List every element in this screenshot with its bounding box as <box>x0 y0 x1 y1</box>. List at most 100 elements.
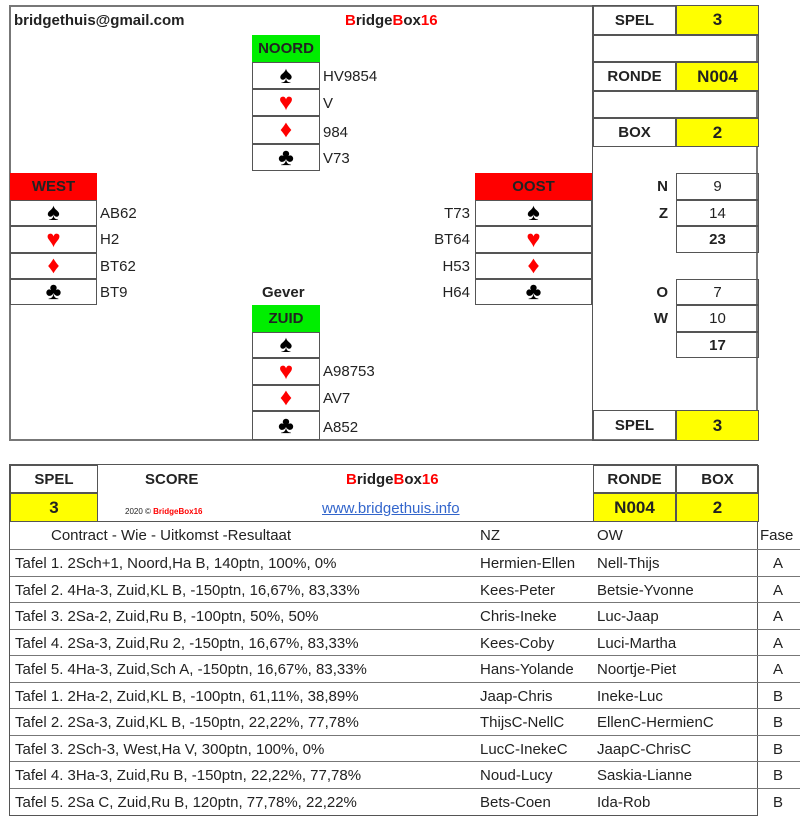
spel-value: 3 <box>676 5 759 35</box>
oost-clubs: H64 <box>442 284 470 301</box>
nz-cell: Kees-Peter <box>480 581 556 599</box>
nz-cell: LucC-InekeC <box>480 740 568 758</box>
copyright: 2020 © BridgeBox16 <box>125 507 203 516</box>
west-spades: AB62 <box>100 205 137 222</box>
diamond-icon: ♦ <box>252 385 320 411</box>
fase-column <box>757 522 800 816</box>
oost-hearts: BT64 <box>434 231 470 248</box>
col-fase: Fase <box>760 527 794 544</box>
table-row: Tafel 4. 3Ha-3, Zuid,Ru B, -150ptn, 22,2… <box>10 761 800 789</box>
fase-cell: A <box>773 608 784 625</box>
contract-cell: Tafel 1. 2Ha-2, Zuid,KL B, -100ptn, 61,1… <box>15 687 359 705</box>
contract-cell: Tafel 1. 2Sch+1, Noord,Ha B, 140ptn, 100… <box>15 555 337 572</box>
contract-cell: Tafel 4. 3Ha-3, Zuid,Ru B, -150ptn, 22,2… <box>15 767 362 784</box>
spade-icon: ♠ <box>10 200 97 226</box>
o-label: O <box>656 284 668 301</box>
score-label: SCORE <box>145 471 199 488</box>
club-icon: ♣ <box>10 279 97 305</box>
ow-cell: Noortje-Piet <box>597 661 677 678</box>
nz-cell: Noud-Lucy <box>480 767 553 784</box>
col-ow: OW <box>597 527 623 544</box>
west-header: WEST <box>10 173 97 200</box>
score-ronde-label: RONDE <box>593 465 676 493</box>
nz-cell: Hans-Yolande <box>480 661 574 678</box>
heart-icon: ♥ <box>475 226 592 253</box>
results-header-row: Contract - Wie - Uitkomst -Resultaat NZ … <box>10 522 800 549</box>
oost-spades: T73 <box>444 205 470 222</box>
nz-total: 23 <box>676 226 759 253</box>
nz-cell: ThijsC-NellC <box>480 714 565 731</box>
ow-cell: Luci-Martha <box>597 634 677 652</box>
contract-cell: Tafel 3. 2Sch-3, West,Ha V, 300ptn, 100%… <box>15 740 325 758</box>
score-header: SPEL 3 SCORE BridgeBox16 2020 © BridgeBo… <box>9 464 759 522</box>
table-row: Tafel 1. 2Sch+1, Noord,Ha B, 140ptn, 100… <box>10 549 800 577</box>
spel-label: SPEL <box>593 5 676 35</box>
n-value: 9 <box>676 173 759 200</box>
ronde-value: N004 <box>676 62 759 91</box>
contract-cell: Tafel 3. 2Sa-2, Zuid,Ru B, -100ptn, 50%,… <box>15 608 319 625</box>
brand-logo: BridgeBox16 <box>345 12 438 29</box>
spel2-label: SPEL <box>593 410 676 441</box>
zuid-header: ZUID <box>252 305 320 332</box>
ronde-label: RONDE <box>593 62 676 91</box>
z-value: 14 <box>676 200 759 226</box>
nz-cell: Jaap-Chris <box>480 687 553 705</box>
oost-header: OOST <box>475 173 592 200</box>
w-value: 10 <box>676 305 759 332</box>
table-row: Tafel 5. 4Ha-3, Zuid,Sch A, -150ptn, 16,… <box>10 655 800 683</box>
score-spel-value: 3 <box>10 493 98 522</box>
fase-cell: B <box>773 740 784 758</box>
col-nz: NZ <box>480 527 500 544</box>
spade-icon: ♠ <box>475 200 592 226</box>
contract-cell: Tafel 5. 4Ha-3, Zuid,Sch A, -150ptn, 16,… <box>15 661 367 678</box>
heart-icon: ♥ <box>252 89 320 116</box>
noord-diamonds: 984 <box>323 124 349 141</box>
website-link[interactable]: www.bridgethuis.info <box>322 500 460 517</box>
score-box-value: 2 <box>676 493 759 522</box>
fase-cell: B <box>773 767 784 784</box>
z-label: Z <box>658 205 668 222</box>
table-row: Tafel 2. 4Ha-3, Zuid,KL B, -150ptn, 16,6… <box>10 575 800 604</box>
nz-cell: Bets-Coen <box>480 793 551 811</box>
fase-cell: B <box>773 793 784 811</box>
zuid-clubs: A852 <box>323 419 359 436</box>
ow-cell: Ida-Rob <box>597 793 651 811</box>
table-row: Tafel 3. 2Sa-2, Zuid,Ru B, -100ptn, 50%,… <box>10 602 800 630</box>
diamond-icon: ♦ <box>475 253 592 279</box>
box-label: BOX <box>593 118 676 147</box>
ow-cell: JaapC-ChrisC <box>597 740 692 758</box>
fase-cell: B <box>773 687 784 705</box>
club-icon: ♣ <box>475 279 592 305</box>
ow-cell: Betsie-Yvonne <box>597 581 694 599</box>
noord-header: NOORD <box>252 35 320 62</box>
table-row: Tafel 3. 2Sch-3, West,Ha V, 300ptn, 100%… <box>10 734 800 763</box>
table-row: Tafel 1. 2Ha-2, Zuid,KL B, -100ptn, 61,1… <box>10 681 800 710</box>
zuid-diamonds: AV7 <box>323 390 351 407</box>
heart-icon: ♥ <box>10 226 97 253</box>
oost-diamonds: H53 <box>442 258 470 275</box>
nz-cell: Kees-Coby <box>480 634 555 652</box>
spade-icon: ♠ <box>252 62 320 89</box>
ow-cell: Saskia-Lianne <box>597 767 693 784</box>
diamond-icon: ♦ <box>10 253 97 279</box>
fase-cell: A <box>773 661 784 678</box>
fase-cell: A <box>773 555 784 572</box>
fase-cell: A <box>773 581 784 599</box>
table-row: Tafel 5. 2Sa C, Zuid,Ru B, 120ptn, 77,78… <box>10 787 800 816</box>
nz-cell: Chris-Ineke <box>480 608 557 625</box>
ow-cell: Luc-Jaap <box>597 608 659 625</box>
score-spel-label: SPEL <box>10 465 98 493</box>
zuid-hearts: A98753 <box>323 363 375 380</box>
ow-cell: Ineke-Luc <box>597 687 663 705</box>
heart-icon: ♥ <box>252 358 320 385</box>
ow-cell: Nell-Thijs <box>597 555 660 572</box>
nz-cell: Hermien-Ellen <box>480 555 576 572</box>
email: bridgethuis@gmail.com <box>14 12 185 29</box>
fase-cell: B <box>773 714 784 731</box>
table-row: Tafel 4. 2Sa-3, Zuid,Ru 2, -150ptn, 16,6… <box>10 628 800 657</box>
n-label: N <box>657 178 668 195</box>
spade-icon: ♠ <box>252 332 320 358</box>
contract-cell: Tafel 2. 4Ha-3, Zuid,KL B, -150ptn, 16,6… <box>15 581 360 599</box>
diamond-icon: ♦ <box>252 116 320 144</box>
contract-cell: Tafel 5. 2Sa C, Zuid,Ru B, 120ptn, 77,78… <box>15 793 357 811</box>
